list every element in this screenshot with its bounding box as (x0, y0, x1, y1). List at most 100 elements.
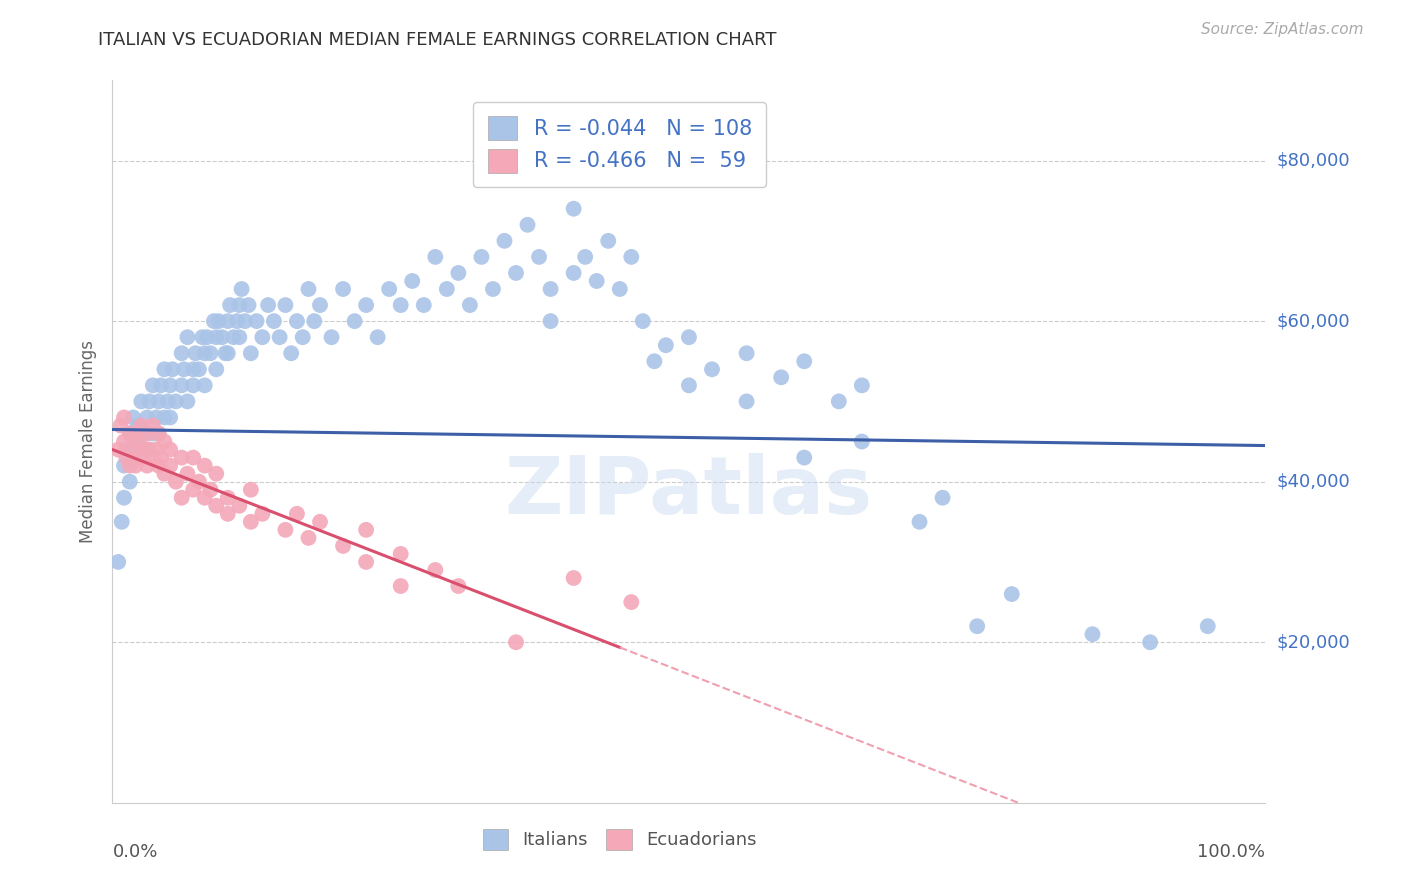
Text: Source: ZipAtlas.com: Source: ZipAtlas.com (1201, 22, 1364, 37)
Point (136, 442, 159, 457)
Point (309, 515, 332, 529)
Point (309, 298, 332, 312)
Point (153, 467, 176, 481)
Point (447, 266, 470, 280)
Point (354, 523, 377, 537)
Point (828, 394, 851, 409)
Point (217, 346, 239, 360)
Point (205, 467, 228, 481)
Point (332, 282, 354, 296)
Point (257, 298, 280, 312)
Point (148, 426, 170, 441)
Point (170, 378, 193, 392)
Point (470, 250, 492, 264)
Point (194, 458, 217, 473)
Point (252, 507, 274, 521)
Point (118, 426, 141, 441)
Point (148, 426, 170, 441)
Point (401, 274, 423, 288)
Point (735, 346, 758, 360)
Point (966, 619, 988, 633)
Point (252, 330, 274, 344)
Point (188, 362, 211, 376)
Point (138, 394, 160, 409)
Point (643, 354, 665, 368)
Point (494, 234, 516, 248)
Point (297, 282, 319, 296)
Point (233, 314, 256, 328)
Point (205, 330, 228, 344)
Point (263, 314, 285, 328)
Point (285, 314, 308, 328)
Point (145, 442, 167, 457)
Point (159, 410, 181, 425)
Point (482, 282, 505, 296)
Point (176, 467, 198, 481)
Point (129, 450, 153, 465)
Point (134, 426, 156, 441)
Point (851, 434, 873, 449)
Point (217, 507, 239, 521)
Point (908, 515, 931, 529)
Point (112, 458, 135, 473)
Point (118, 458, 141, 473)
Point (129, 418, 153, 433)
Point (609, 282, 631, 296)
Point (156, 394, 179, 409)
Point (516, 218, 538, 232)
Point (110, 418, 132, 433)
Point (127, 434, 149, 449)
Point (412, 298, 434, 312)
Point (238, 298, 260, 312)
Point (112, 491, 135, 505)
Point (585, 274, 607, 288)
Point (458, 298, 481, 312)
Point (1081, 627, 1104, 641)
Point (354, 555, 377, 569)
Point (159, 458, 181, 473)
Point (107, 555, 129, 569)
Point (122, 410, 145, 425)
Point (129, 394, 153, 409)
Point (1001, 587, 1024, 601)
Point (222, 330, 245, 344)
Point (194, 346, 217, 360)
Point (389, 579, 412, 593)
Point (297, 531, 319, 545)
Point (239, 515, 262, 529)
Point (122, 450, 145, 465)
Point (219, 298, 242, 312)
Point (111, 515, 134, 529)
Point (304, 314, 326, 328)
Point (700, 362, 723, 376)
Point (142, 378, 165, 392)
Point (115, 450, 138, 465)
Point (122, 442, 145, 457)
Point (562, 202, 585, 216)
Point (436, 282, 458, 296)
Point (343, 314, 366, 328)
Point (389, 298, 412, 312)
Text: ZIPatlas: ZIPatlas (505, 453, 873, 531)
Point (678, 378, 700, 392)
Point (770, 370, 793, 384)
Point (228, 499, 250, 513)
Point (181, 362, 204, 376)
Point (124, 458, 146, 473)
Point (165, 475, 187, 489)
Point (142, 426, 165, 441)
Point (425, 563, 447, 577)
Text: $80,000: $80,000 (1277, 152, 1350, 169)
Point (367, 330, 389, 344)
Point (138, 442, 160, 457)
Point (129, 442, 153, 457)
Point (170, 491, 193, 505)
Point (205, 499, 228, 513)
Point (112, 410, 135, 425)
Point (228, 330, 250, 344)
Text: ITALIAN VS ECUADORIAN MEDIAN FEMALE EARNINGS CORRELATION CHART: ITALIAN VS ECUADORIAN MEDIAN FEMALE EARN… (98, 31, 778, 49)
Point (931, 491, 953, 505)
Point (118, 426, 141, 441)
Point (631, 314, 654, 328)
Point (527, 250, 550, 264)
